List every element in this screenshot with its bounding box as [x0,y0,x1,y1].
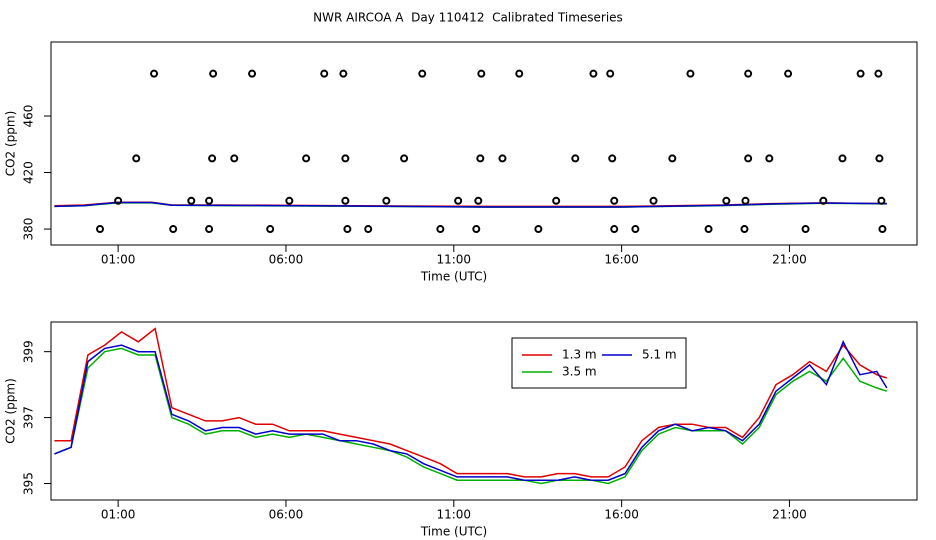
point [302,154,311,163]
point [819,196,828,205]
point [187,196,196,205]
chart-title: NWR AIRCOA A Day 110412 Calibrated Times… [313,11,623,25]
point [875,154,884,163]
point [649,196,658,205]
legend-box [511,337,687,389]
plot-frame [50,321,918,501]
point [744,69,753,78]
point [498,154,507,163]
line [54,347,888,485]
point [610,196,619,205]
point [436,225,445,234]
point [230,154,239,163]
point [132,154,141,163]
line [54,327,888,478]
point [722,196,731,205]
point [418,69,427,78]
point [205,225,214,234]
point [801,225,810,234]
point [477,69,486,78]
point [515,69,524,78]
y-axis-label: CO2 (ppm) [4,111,18,177]
line [54,339,888,481]
legend-label: 5.1 m [642,348,677,362]
point [364,225,373,234]
point [534,225,543,234]
plot-frame [50,41,918,246]
point [454,196,463,205]
y-axis-label: CO2 (ppm) [4,378,18,444]
y-tick-label: 397 [22,406,36,429]
point [608,154,617,163]
point [838,154,847,163]
y-tick-label: 395 [22,472,36,495]
point [874,69,883,78]
point [631,225,640,234]
x-tick-label: 06:00 [269,508,304,522]
x-tick-label: 21:00 [772,508,807,522]
point [285,196,294,205]
point [741,196,750,205]
point [686,69,695,78]
point [209,69,218,78]
point [474,196,483,205]
line [54,201,887,208]
point [208,154,217,163]
point [343,225,352,234]
point [589,69,598,78]
point [169,225,178,234]
x-axis-label: Time (UTC) [420,270,487,284]
point [704,225,713,234]
y-tick-label: 399 [22,340,36,363]
x-tick-label: 11:00 [436,508,471,522]
y-tick-label: 420 [22,161,36,184]
point [382,196,391,205]
point [878,225,887,234]
point [571,154,580,163]
point [740,225,749,234]
point [341,154,350,163]
x-tick-label: 16:00 [604,508,639,522]
point [784,69,793,78]
point [205,196,214,205]
point [150,69,159,78]
x-tick-label: 06:00 [269,253,304,267]
point [744,154,753,163]
point [339,69,348,78]
point [765,154,774,163]
point [472,225,481,234]
x-tick-label: 01:00 [101,508,136,522]
x-tick-label: 21:00 [772,253,807,267]
point [610,225,619,234]
point [400,154,409,163]
y-tick-label: 380 [22,218,36,241]
point [114,196,123,205]
point [856,69,865,78]
x-tick-label: 16:00 [604,253,639,267]
point [668,154,677,163]
point [877,196,886,205]
y-tick-label: 460 [22,105,36,128]
legend-label: 3.5 m [562,365,597,379]
point [266,225,275,234]
point [96,225,105,234]
legend-label: 1.3 m [562,348,597,362]
x-tick-label: 01:00 [101,253,136,267]
point [248,69,257,78]
point [320,69,329,78]
point [552,196,561,205]
point [606,69,615,78]
point [341,196,350,205]
x-tick-label: 11:00 [436,253,471,267]
x-axis-label: Time (UTC) [420,525,487,539]
point [476,154,485,163]
